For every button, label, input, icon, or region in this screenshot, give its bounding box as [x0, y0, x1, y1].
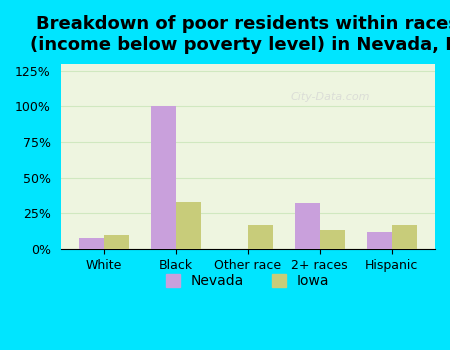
Title: Breakdown of poor residents within races
(income below poverty level) in Nevada,: Breakdown of poor residents within races…: [30, 15, 450, 54]
Bar: [151, 106, 176, 249]
Legend: Nevada, Iowa: Nevada, Iowa: [161, 269, 335, 294]
Bar: [248, 225, 273, 249]
Bar: [367, 232, 392, 249]
Bar: [79, 238, 104, 249]
Bar: [176, 202, 201, 249]
Bar: [320, 230, 345, 249]
Text: City-Data.com: City-Data.com: [290, 92, 370, 102]
Bar: [392, 225, 417, 249]
Bar: [295, 203, 320, 249]
Bar: [104, 235, 129, 249]
